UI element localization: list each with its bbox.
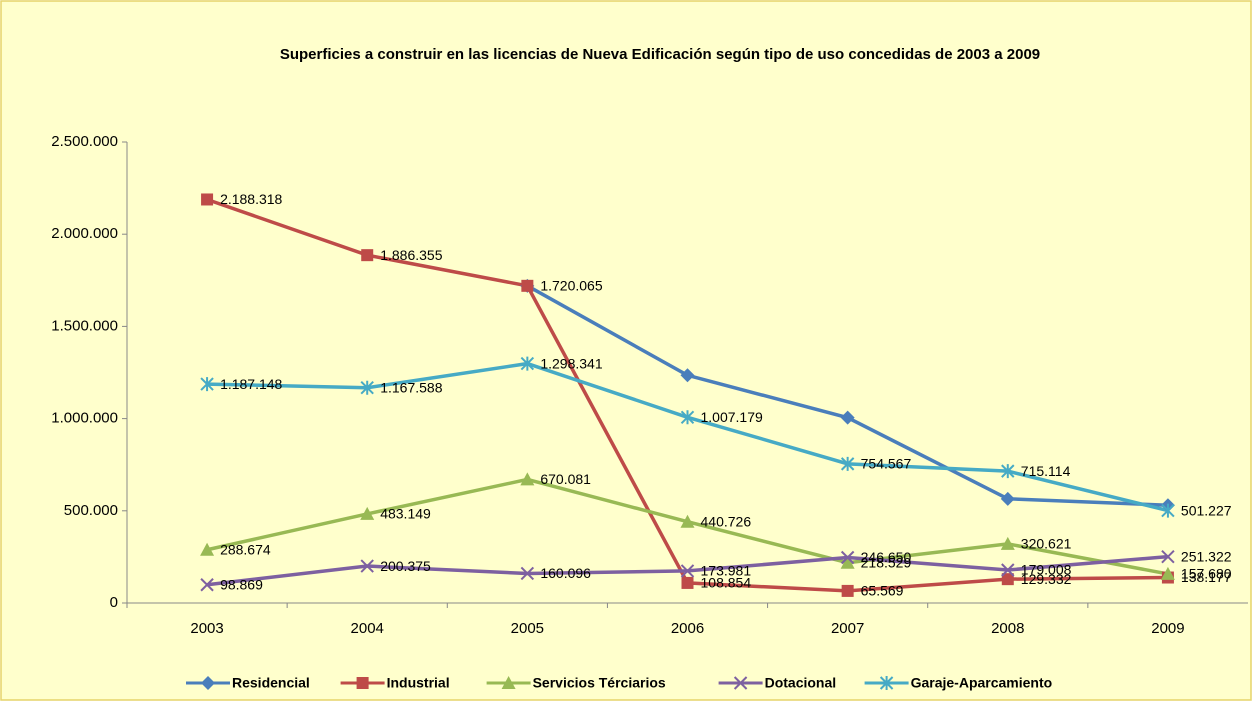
data-label: 715.114 [1021, 463, 1071, 479]
data-label: 173.981 [701, 563, 752, 579]
data-label: 251.322 [1181, 548, 1232, 564]
data-label: 138.177 [1181, 569, 1232, 585]
data-point [1000, 536, 1015, 550]
data-point [1001, 464, 1015, 479]
data-point [1161, 503, 1175, 518]
data-label: 1.007.179 [701, 409, 763, 425]
legend-label: Residencial [232, 675, 310, 691]
data-point [681, 576, 694, 589]
data-point [200, 377, 214, 392]
data-point [521, 279, 534, 292]
data-label: 440.726 [701, 513, 752, 529]
data-label: 288.674 [220, 541, 271, 557]
data-point [200, 578, 214, 592]
data-point [201, 193, 214, 206]
legend-label: Dotacional [765, 675, 837, 691]
legend-label: Industrial [387, 675, 450, 691]
x-tick-label: 2004 [351, 620, 384, 637]
data-label: 160.096 [540, 565, 591, 581]
y-tick-label: 2.500.000 [51, 133, 118, 150]
data-label: 1.298.341 [540, 355, 602, 371]
data-point [680, 368, 695, 383]
data-label: 1.167.588 [380, 379, 442, 395]
data-label: 1.187.148 [220, 376, 282, 392]
legend-label: Servicios Térciarios [533, 675, 666, 691]
data-label: 200.375 [380, 558, 431, 574]
data-label: 754.567 [861, 456, 912, 472]
data-label: 157.680 [1181, 566, 1232, 582]
data-point [200, 542, 215, 556]
data-label: 320.621 [1021, 536, 1072, 552]
data-point [841, 584, 854, 597]
data-label: 218.529 [861, 554, 912, 570]
data-point [520, 356, 535, 371]
legend-marker [201, 676, 215, 690]
data-point [1001, 563, 1015, 577]
legend-marker [733, 676, 748, 690]
x-tick-label: 2009 [1151, 620, 1184, 637]
data-point [680, 564, 695, 578]
x-tick-label: 2008 [991, 620, 1024, 637]
data-label: 2.188.318 [220, 191, 282, 207]
legend-marker [356, 677, 369, 689]
data-point [360, 506, 375, 520]
y-tick-label: 0 [110, 594, 118, 611]
data-label: 670.081 [540, 471, 591, 487]
data-point [680, 514, 695, 528]
data-label: 246.650 [861, 549, 912, 565]
data-label: 501.227 [1181, 502, 1232, 518]
data-point [1160, 566, 1175, 580]
data-point [360, 559, 374, 573]
y-tick-label: 1.000.000 [51, 410, 118, 427]
legend-marker [879, 676, 894, 690]
data-point [520, 472, 535, 486]
data-point [840, 456, 855, 471]
data-point [361, 249, 374, 262]
data-point [1001, 573, 1014, 586]
legend-label: Garaje-Aparcamiento [911, 675, 1053, 691]
data-label: 98.869 [220, 576, 263, 592]
data-point [840, 550, 855, 565]
legend-marker [501, 676, 516, 689]
data-label: 129.332 [1021, 571, 1072, 587]
y-tick-label: 1.500.000 [51, 317, 118, 334]
x-tick-label: 2003 [190, 620, 223, 637]
data-point [680, 410, 695, 425]
y-tick-label: 2.000.000 [51, 225, 118, 242]
data-label: 179.008 [1021, 562, 1072, 578]
x-tick-label: 2006 [671, 620, 704, 637]
x-tick-label: 2007 [831, 620, 864, 637]
data-point [360, 380, 374, 395]
chart-title: Superficies a construir en las licencias… [280, 46, 1040, 63]
data-label: 108.854 [701, 575, 752, 591]
data-label: 1.720.065 [540, 278, 602, 294]
data-point [840, 555, 855, 569]
data-label: 1.886.355 [380, 247, 442, 263]
data-point [1000, 491, 1015, 506]
data-label: 483.149 [380, 506, 431, 522]
data-label: 65.569 [861, 583, 904, 599]
y-tick-label: 500.000 [64, 502, 118, 519]
data-point [520, 566, 535, 581]
x-tick-label: 2005 [511, 620, 544, 637]
data-point [840, 410, 855, 425]
data-point [1161, 549, 1175, 564]
